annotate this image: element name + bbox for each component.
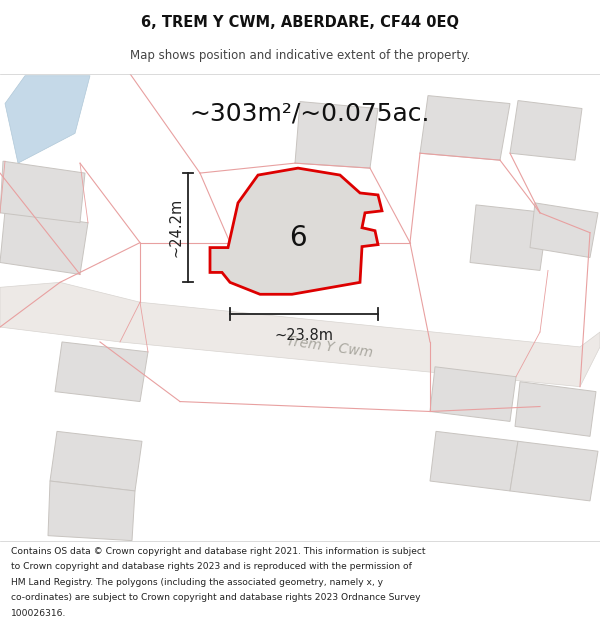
Polygon shape (0, 282, 600, 387)
Polygon shape (470, 205, 548, 271)
Text: ~303m²/~0.075ac.: ~303m²/~0.075ac. (190, 101, 430, 126)
Polygon shape (295, 102, 378, 168)
Polygon shape (48, 481, 135, 541)
Text: 6: 6 (289, 224, 307, 252)
Polygon shape (5, 76, 90, 163)
Text: HM Land Registry. The polygons (including the associated geometry, namely x, y: HM Land Registry. The polygons (includin… (11, 578, 383, 587)
Polygon shape (530, 203, 598, 258)
Text: Map shows position and indicative extent of the property.: Map shows position and indicative extent… (130, 49, 470, 62)
Polygon shape (430, 431, 518, 491)
Polygon shape (515, 382, 596, 436)
Text: 100026316.: 100026316. (11, 609, 66, 618)
Text: 6, TREM Y CWM, ABERDARE, CF44 0EQ: 6, TREM Y CWM, ABERDARE, CF44 0EQ (141, 14, 459, 29)
Text: ~24.2m: ~24.2m (169, 198, 184, 258)
Text: co-ordinates) are subject to Crown copyright and database rights 2023 Ordnance S: co-ordinates) are subject to Crown copyr… (11, 593, 420, 602)
Polygon shape (0, 161, 85, 222)
Polygon shape (210, 168, 382, 294)
Text: to Crown copyright and database rights 2023 and is reproduced with the permissio: to Crown copyright and database rights 2… (11, 562, 412, 571)
Text: Trem Y Cwm: Trem Y Cwm (286, 334, 374, 360)
Polygon shape (430, 367, 516, 421)
Polygon shape (55, 342, 148, 401)
Polygon shape (510, 101, 582, 160)
Polygon shape (0, 211, 88, 274)
Text: ~23.8m: ~23.8m (275, 328, 334, 343)
Polygon shape (420, 96, 510, 160)
Polygon shape (50, 431, 142, 491)
Polygon shape (510, 441, 598, 501)
Text: Contains OS data © Crown copyright and database right 2021. This information is : Contains OS data © Crown copyright and d… (11, 546, 425, 556)
